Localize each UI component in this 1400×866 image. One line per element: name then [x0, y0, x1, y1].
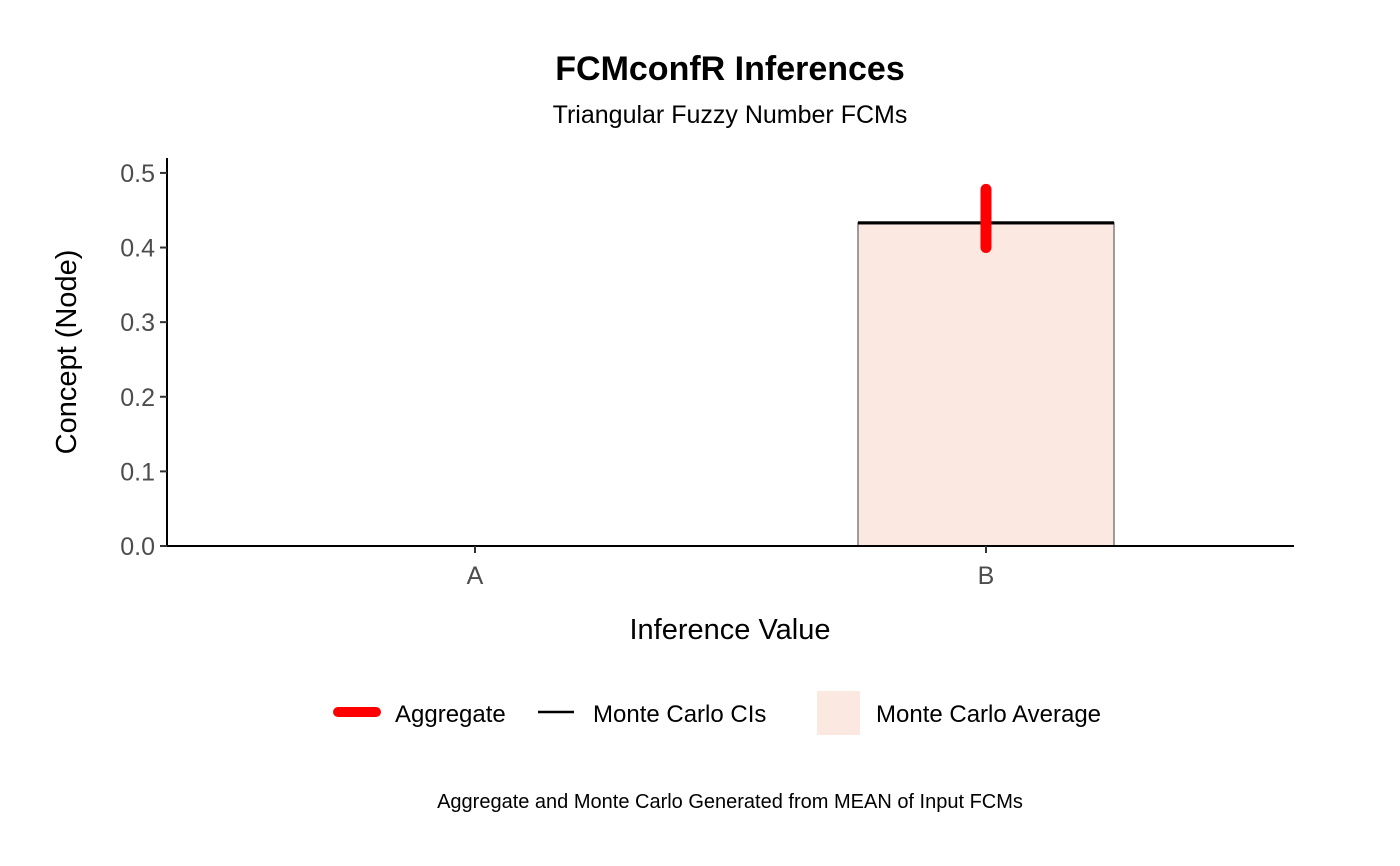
- legend-label-monte-carlo-average: Monte Carlo Average: [876, 701, 1101, 728]
- legend-key-monte-carlo-average: [817, 691, 860, 735]
- y-tick-label: 0.1: [120, 458, 155, 486]
- x-tick-label: B: [978, 562, 995, 590]
- y-axis-title: Concept (Node): [51, 250, 83, 455]
- legend-label-monte-carlo-cis: Monte Carlo CIs: [593, 701, 766, 728]
- legend: Aggregate Monte Carlo CIs Monte Carlo Av…: [333, 691, 1101, 735]
- y-tick-label: 0.0: [120, 533, 155, 561]
- y-tick-label: 0.5: [120, 160, 155, 188]
- y-tick-label: 0.3: [120, 309, 155, 337]
- y-ticks: 0.0 0.1 0.2 0.3 0.4 0.5: [120, 160, 167, 561]
- x-tick-label: A: [467, 562, 484, 590]
- plot-area: [857, 183, 1115, 547]
- chart-subtitle: Triangular Fuzzy Number FCMs: [553, 101, 908, 129]
- chart-caption: Aggregate and Monte Carlo Generated from…: [437, 791, 1023, 813]
- chart-title: FCMconfR Inferences: [555, 50, 905, 88]
- bar-monte-carlo-average: [857, 222, 1115, 547]
- y-tick-label: 0.4: [120, 235, 155, 263]
- y-tick-label: 0.2: [120, 384, 155, 412]
- x-axis-title: Inference Value: [630, 614, 831, 646]
- legend-label-aggregate: Aggregate: [395, 701, 506, 728]
